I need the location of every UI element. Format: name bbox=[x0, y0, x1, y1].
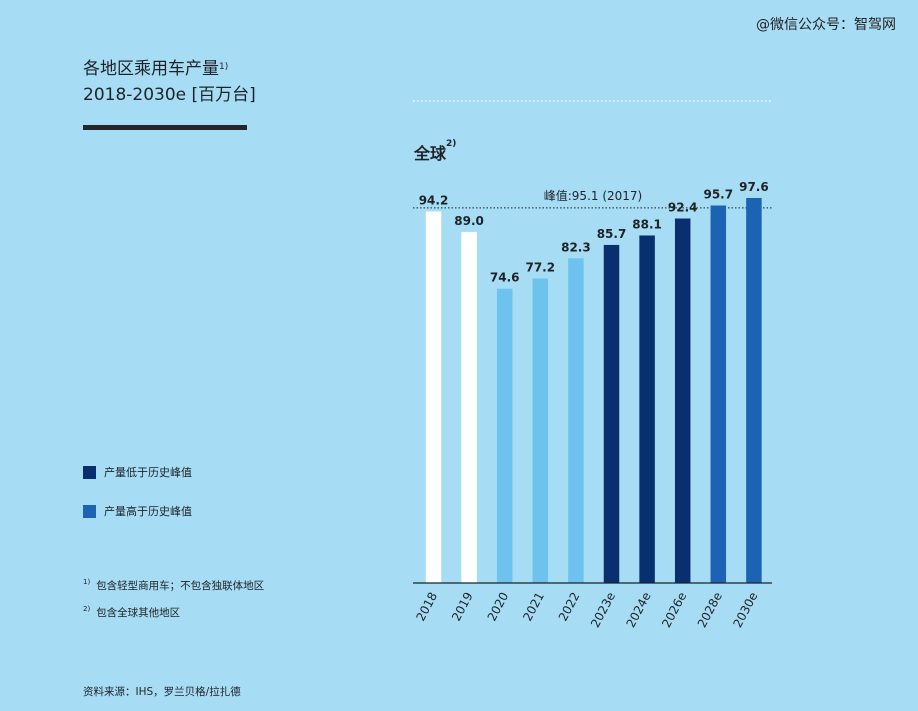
footnote-2-text: 包含全球其他地区 bbox=[96, 607, 181, 619]
tick-label-2021: 2021 bbox=[520, 590, 547, 624]
data-label-2020: 74.6 bbox=[490, 271, 520, 285]
bar-2023e bbox=[603, 244, 620, 584]
chart-title-footnote-mark: 1) bbox=[219, 62, 229, 72]
data-label-2024e: 88.1 bbox=[632, 217, 662, 231]
bar-2026e bbox=[674, 218, 691, 583]
tick-label-2030e: 2030e bbox=[730, 590, 760, 630]
region-footnote-mark: 2) bbox=[446, 139, 457, 149]
bar-2018 bbox=[425, 211, 442, 584]
data-label-2018: 94.2 bbox=[419, 193, 449, 207]
bar-2022 bbox=[568, 258, 584, 583]
chart-title: 各地区乘用车产量1) bbox=[83, 56, 256, 82]
legend-label-below-peak: 产量低于历史峰值 bbox=[104, 466, 192, 479]
bar-2021 bbox=[532, 278, 549, 583]
tick-label-2024e: 2024e bbox=[624, 590, 654, 630]
footnote-2-mark: 2) bbox=[83, 605, 91, 613]
bar-2030e bbox=[746, 198, 762, 583]
footnote-2: 2) 包含全球其他地区 bbox=[83, 605, 180, 620]
tick-label-2028e: 2028e bbox=[695, 590, 725, 630]
source-note: 资料来源：IHS，罗兰贝格/拉扎德 bbox=[83, 686, 241, 698]
footnote-1-mark: 1) bbox=[83, 578, 91, 586]
legend-swatch-above-peak bbox=[83, 504, 96, 518]
data-label-2026e: 92.4 bbox=[668, 201, 698, 215]
bar-2020 bbox=[496, 288, 513, 583]
title-underline-bar bbox=[83, 125, 247, 130]
watermark: @微信公众号：智驾网 bbox=[756, 17, 896, 33]
bar-2019 bbox=[461, 231, 477, 583]
data-label-2030e: 97.6 bbox=[739, 180, 769, 194]
chart-subtitle: 2018-2030e [百万台] bbox=[83, 85, 256, 105]
legend-item-below-peak: 产量低于历史峰值 bbox=[83, 464, 192, 480]
bar-2028e bbox=[710, 205, 727, 583]
reference-line-label: 峰值:95.1 (2017) bbox=[544, 188, 642, 203]
tick-label-2026e: 2026e bbox=[659, 590, 689, 630]
footnote-1: 1) 包含轻型商用车；不包含独联体地区 bbox=[83, 578, 264, 593]
data-label-2019: 89.0 bbox=[454, 214, 484, 228]
tick-label-2020: 2020 bbox=[485, 590, 512, 624]
chart-title-block: 各地区乘用车产量1) 2018-2030e [百万台] bbox=[83, 56, 256, 108]
tick-label-2019: 2019 bbox=[449, 590, 476, 624]
chart-title-line1: 各地区乘用车产量 bbox=[83, 59, 219, 79]
data-label-2028e: 95.7 bbox=[703, 187, 733, 201]
legend-label-above-peak: 产量高于历史峰值 bbox=[104, 505, 192, 518]
legend-item-above-peak: 产量高于历史峰值 bbox=[83, 503, 192, 519]
tick-label-2022: 2022 bbox=[556, 590, 583, 624]
tick-label-2023e: 2023e bbox=[588, 590, 618, 630]
region-label: 全球2) bbox=[414, 139, 457, 164]
legend-swatch-below-peak bbox=[83, 465, 96, 479]
bar-2024e bbox=[639, 235, 655, 584]
data-label-2022: 82.3 bbox=[561, 240, 591, 254]
footnote-1-text: 包含轻型商用车；不包含独联体地区 bbox=[96, 580, 265, 592]
tick-label-2018: 2018 bbox=[413, 590, 440, 624]
data-label-2023e: 85.7 bbox=[597, 227, 627, 241]
data-label-2021: 77.2 bbox=[525, 260, 555, 274]
region-label-text: 全球 bbox=[414, 144, 447, 163]
